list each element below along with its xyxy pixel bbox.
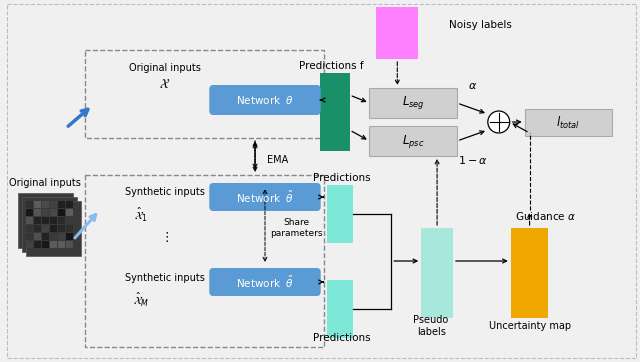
Text: $L_{psc}$: $L_{psc}$	[402, 132, 424, 150]
Bar	[66, 209, 73, 216]
Text: Predictions: Predictions	[313, 173, 371, 183]
Bar	[85, 175, 324, 347]
Bar	[50, 209, 57, 216]
Text: Noisy labels: Noisy labels	[449, 20, 512, 30]
FancyBboxPatch shape	[209, 183, 321, 211]
Bar	[34, 201, 41, 208]
Bar	[58, 217, 65, 224]
Text: $l_{total}$: $l_{total}$	[556, 115, 580, 131]
Text: Pseudo
labels: Pseudo labels	[413, 315, 449, 337]
Bar	[376, 7, 418, 59]
Bar	[26, 201, 33, 208]
Bar	[34, 241, 41, 248]
Bar	[85, 50, 324, 138]
Bar	[421, 228, 453, 318]
Bar	[66, 241, 73, 248]
Bar	[42, 209, 49, 216]
Bar	[58, 225, 65, 232]
Bar	[58, 241, 65, 248]
Text: EMA: EMA	[268, 155, 289, 165]
Bar	[58, 209, 65, 216]
Bar	[34, 233, 41, 240]
Text: Share
parameters: Share parameters	[271, 218, 323, 238]
Text: Predictions: Predictions	[313, 333, 371, 343]
Text: $\mathcal{X}$: $\mathcal{X}$	[159, 77, 170, 90]
Text: Synthetic inputs: Synthetic inputs	[125, 187, 204, 197]
Bar	[58, 201, 65, 208]
Text: $\hat{\mathcal{X}}_1$: $\hat{\mathcal{X}}_1$	[134, 206, 148, 224]
Bar	[50, 225, 57, 232]
Text: Network  $\theta$: Network $\theta$	[236, 94, 294, 106]
Text: Guidance $\alpha$: Guidance $\alpha$	[515, 210, 576, 222]
Circle shape	[488, 111, 509, 133]
Bar	[26, 217, 33, 224]
Bar	[42, 233, 49, 240]
Text: $\vdots$: $\vdots$	[160, 230, 169, 244]
Bar	[26, 241, 33, 248]
FancyBboxPatch shape	[209, 85, 321, 115]
Bar	[326, 185, 353, 243]
Bar	[26, 233, 33, 240]
Bar	[369, 88, 457, 118]
Bar	[50, 217, 57, 224]
Bar	[42, 217, 49, 224]
Text: $L_{seg}$: $L_{seg}$	[402, 94, 424, 111]
Bar	[22, 197, 77, 252]
Bar	[58, 233, 65, 240]
Bar	[66, 201, 73, 208]
Bar	[326, 280, 353, 338]
Bar	[26, 225, 33, 232]
Bar	[42, 241, 49, 248]
Text: Uncertainty map: Uncertainty map	[488, 321, 571, 331]
Bar	[34, 225, 41, 232]
Bar	[50, 233, 57, 240]
Bar	[26, 201, 81, 256]
Bar	[66, 217, 73, 224]
FancyBboxPatch shape	[209, 268, 321, 296]
Bar	[34, 217, 41, 224]
Text: Predictions f: Predictions f	[300, 61, 364, 71]
Text: $\alpha$: $\alpha$	[468, 81, 477, 91]
Bar	[320, 73, 349, 151]
Bar	[42, 225, 49, 232]
Bar	[525, 109, 612, 136]
Bar	[511, 228, 548, 318]
Text: Synthetic inputs: Synthetic inputs	[125, 273, 204, 283]
Bar	[26, 209, 33, 216]
Bar	[19, 193, 73, 248]
Text: $1-\alpha$: $1-\alpha$	[458, 154, 488, 166]
Bar	[369, 126, 457, 156]
Bar	[50, 241, 57, 248]
Bar	[66, 233, 73, 240]
Text: Original inputs: Original inputs	[9, 178, 81, 188]
Text: Original inputs: Original inputs	[129, 63, 200, 73]
Text: $\hat{\mathcal{X}}_M$: $\hat{\mathcal{X}}_M$	[132, 291, 149, 309]
Text: Network  $\tilde{\theta}$: Network $\tilde{\theta}$	[236, 189, 294, 205]
Bar	[34, 209, 41, 216]
Bar	[42, 201, 49, 208]
Text: Network  $\tilde{\theta}$: Network $\tilde{\theta}$	[236, 274, 294, 290]
Bar	[66, 225, 73, 232]
Bar	[50, 201, 57, 208]
